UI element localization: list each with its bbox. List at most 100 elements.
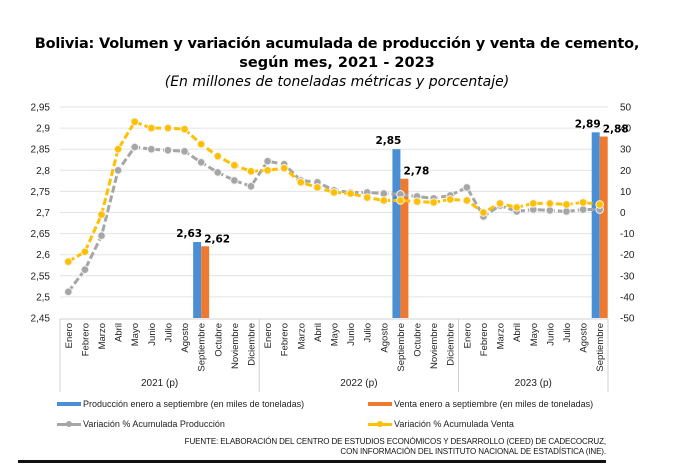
- point-var-produccion: [163, 145, 173, 155]
- left-axis-tick-label: 2,65: [31, 229, 51, 240]
- point-var-venta: [562, 200, 571, 209]
- x-axis-month-label: Abril: [313, 323, 324, 342]
- point-var-produccion: [379, 189, 389, 198]
- x-axis-month-label: Agosto: [379, 323, 390, 353]
- x-axis-month-label: Septiembre: [396, 323, 407, 372]
- legend-item-var-venta: Variación % Acumulada Venta: [368, 419, 514, 429]
- chart-subtitle: (En millones de toneladas métricas y por…: [164, 74, 510, 90]
- point-var-venta: [595, 200, 604, 209]
- bar-produccion: [591, 132, 600, 318]
- point-var-produccion: [545, 206, 555, 215]
- legend-label-var-venta: Variación % Acumulada Venta: [394, 419, 514, 429]
- point-var-venta: [279, 163, 289, 173]
- legend-swatch-venta: [368, 402, 392, 406]
- bar-venta: [201, 246, 210, 318]
- x-axis-month-label: Mayo: [130, 323, 141, 346]
- point-var-venta: [528, 199, 538, 208]
- point-var-venta: [80, 247, 90, 257]
- right-axis-ticks: -50 -40 -30 -20 -10 0 10 20 30 40 50: [620, 103, 635, 325]
- point-var-produccion: [462, 183, 472, 192]
- x-axis-month-label: Noviembre: [429, 323, 440, 369]
- left-axis-tick-label: 2,8: [36, 166, 50, 177]
- x-axis-month-label: Diciembre: [446, 323, 457, 366]
- point-var-produccion: [180, 147, 189, 156]
- x-axis-month-label: Mayo: [529, 323, 540, 346]
- x-axis-year-label: 2021 (p): [141, 378, 178, 389]
- x-axis-month-label: Febrero: [80, 323, 91, 356]
- x-axis-month-label: Febrero: [280, 323, 291, 356]
- x-axis-month-label: Junio: [545, 323, 556, 346]
- lines: [64, 117, 604, 297]
- point-var-venta: [445, 195, 455, 204]
- data-label: 2,89: [575, 118, 601, 130]
- right-axis-tick-label: 10: [620, 187, 632, 198]
- data-label: 2,78: [403, 166, 429, 178]
- data-label: 2,62: [204, 233, 230, 245]
- right-axis-tick-label: 50: [620, 103, 632, 114]
- right-axis-tick-label: 30: [620, 145, 632, 156]
- x-axis-month-label: Julio: [562, 323, 573, 343]
- line-var-venta: [67, 119, 600, 263]
- point-var-produccion: [113, 166, 123, 175]
- data-label: 2,85: [375, 135, 401, 147]
- gridlines: [60, 106, 608, 298]
- point-var-venta: [379, 196, 389, 205]
- point-var-venta: [362, 193, 372, 202]
- right-axis-tick-label: -10: [620, 229, 635, 240]
- legend-line-var-produccion: [57, 420, 81, 427]
- x-axis-month-label: Marzo: [296, 323, 307, 349]
- point-var-produccion: [263, 156, 272, 166]
- left-axis-tick-label: 2,85: [31, 145, 51, 156]
- source-note-line1: FUENTE: ELABORACIÓN DEL CENTRO DE ESTUDI…: [184, 437, 606, 446]
- point-var-produccion: [80, 265, 90, 274]
- point-var-venta: [180, 124, 189, 134]
- left-axis-tick-label: 2,75: [31, 187, 51, 198]
- point-var-venta: [462, 196, 472, 205]
- legend-item-produccion: Producción enero a septiembre (en miles …: [57, 399, 304, 409]
- left-axis-tick-label: 2,6: [36, 250, 50, 261]
- legend-item-venta: Venta enero a septiembre (en miles de to…: [368, 399, 593, 409]
- bar-produccion: [392, 149, 401, 318]
- right-axis-tick-label: 0: [620, 208, 626, 219]
- point-var-venta: [113, 144, 123, 154]
- data-labels: 2,63 2,85 2,89 2,62 2,78 2,88: [176, 118, 628, 245]
- point-var-venta: [412, 197, 422, 206]
- point-var-venta: [578, 198, 588, 207]
- x-axis-month-label: Julio: [163, 323, 174, 343]
- point-var-produccion: [562, 207, 571, 216]
- x-axis-month-label: Julio: [363, 323, 374, 343]
- x-axis-month-label: Enero: [64, 323, 75, 348]
- data-label: 2,88: [603, 124, 629, 136]
- right-axis-tick-label: -50: [620, 314, 635, 325]
- point-var-venta: [329, 188, 339, 197]
- x-axis-month-label: Septiembre: [197, 323, 208, 372]
- left-axis-tick-label: 2,55: [31, 271, 51, 282]
- right-axis-tick-label: -20: [620, 250, 635, 261]
- point-var-venta: [429, 198, 438, 207]
- x-axis-month-label: Noviembre: [230, 323, 241, 369]
- left-axis-tick-label: 2,45: [31, 314, 51, 325]
- x-axis-year-label: 2023 (p): [515, 378, 552, 389]
- left-axis-tick-label: 2,9: [36, 124, 50, 135]
- point-var-produccion: [130, 142, 140, 152]
- point-var-produccion: [578, 205, 588, 214]
- point-var-venta: [130, 117, 140, 127]
- legend-swatch-produccion: [57, 402, 81, 406]
- point-var-produccion: [213, 168, 223, 177]
- x-axis-month-label: Junio: [346, 323, 357, 346]
- x-axis-month-label: Septiembre: [595, 323, 606, 372]
- line-var-produccion: [67, 145, 600, 293]
- bar-venta: [599, 136, 608, 318]
- point-var-venta: [246, 167, 256, 176]
- point-var-venta: [97, 210, 106, 219]
- point-var-produccion: [230, 176, 239, 185]
- legend-label-venta: Venta enero a septiembre (en miles de to…: [394, 399, 594, 409]
- left-axis-tick-label: 2,95: [31, 103, 51, 114]
- x-axis-month-label: Junio: [147, 323, 158, 346]
- point-var-venta: [163, 123, 173, 133]
- left-axis-tick-label: 2,5: [36, 292, 50, 303]
- chart-title: Bolivia: Volumen y variación acumulada d…: [34, 36, 640, 52]
- right-axis-tick-label: 40: [620, 124, 632, 135]
- point-var-venta: [396, 196, 405, 205]
- x-axis-month-label: Abril: [114, 323, 125, 342]
